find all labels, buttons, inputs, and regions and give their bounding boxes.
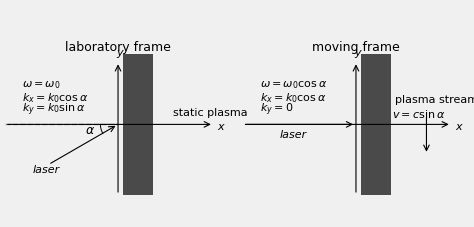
- Title: moving frame: moving frame: [312, 41, 400, 54]
- Text: $k_x = k_0 \cos \alpha$: $k_x = k_0 \cos \alpha$: [260, 90, 327, 104]
- Text: $k_y = 0$: $k_y = 0$: [260, 102, 293, 118]
- Text: $v = c\sin\alpha$: $v = c\sin\alpha$: [392, 108, 446, 120]
- Text: $\alpha$: $\alpha$: [85, 124, 95, 137]
- Text: laser: laser: [32, 165, 59, 175]
- Text: $x$: $x$: [218, 121, 227, 131]
- Text: $\omega = \omega_0$: $\omega = \omega_0$: [22, 79, 61, 91]
- Text: plasma stream: plasma stream: [395, 95, 474, 105]
- Text: $k_y = k_0 \sin \alpha$: $k_y = k_0 \sin \alpha$: [22, 102, 86, 118]
- Text: laser: laser: [279, 129, 307, 139]
- Title: laboratory frame: laboratory frame: [65, 41, 171, 54]
- Text: $k_x = k_0 \cos \alpha$: $k_x = k_0 \cos \alpha$: [22, 90, 89, 104]
- Text: $x$: $x$: [456, 121, 465, 131]
- Text: $y$: $y$: [354, 48, 363, 60]
- Bar: [123, 55, 153, 195]
- Text: static plasma: static plasma: [173, 107, 248, 117]
- Bar: [361, 55, 391, 195]
- Text: $y$: $y$: [116, 48, 125, 60]
- Text: $\omega = \omega_0 \cos \alpha$: $\omega = \omega_0 \cos \alpha$: [260, 79, 328, 91]
